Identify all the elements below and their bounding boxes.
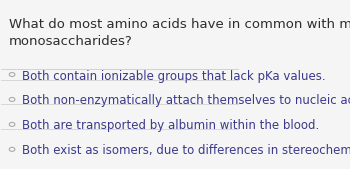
Circle shape (9, 122, 15, 126)
Text: What do most amino acids have in common with most
monosaccharides?: What do most amino acids have in common … (8, 18, 350, 48)
Text: Both exist as isomers, due to differences in stereochemistry.: Both exist as isomers, due to difference… (22, 144, 350, 157)
Text: Both are transported by albumin within the blood.: Both are transported by albumin within t… (22, 119, 319, 132)
Circle shape (9, 98, 15, 101)
Circle shape (9, 73, 15, 77)
Circle shape (9, 147, 15, 151)
Text: Both contain ionizable groups that lack pKa values.: Both contain ionizable groups that lack … (22, 69, 325, 82)
Text: Both non-enzymatically attach themselves to nucleic acids.: Both non-enzymatically attach themselves… (22, 94, 350, 107)
